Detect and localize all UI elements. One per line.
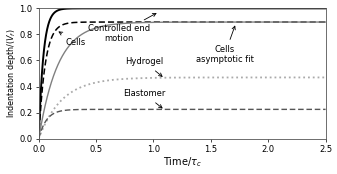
Text: Cells: Cells <box>59 32 85 47</box>
Text: Hydrogel: Hydrogel <box>125 57 163 76</box>
Text: Elastomer: Elastomer <box>123 89 165 108</box>
Text: Controlled end
motion: Controlled end motion <box>88 13 156 43</box>
Y-axis label: Indentation depth/$(V_f)$: Indentation depth/$(V_f)$ <box>5 29 18 118</box>
Text: Cells
asymptotic fit: Cells asymptotic fit <box>196 26 253 64</box>
X-axis label: Time/$\tau_c$: Time/$\tau_c$ <box>163 155 202 169</box>
